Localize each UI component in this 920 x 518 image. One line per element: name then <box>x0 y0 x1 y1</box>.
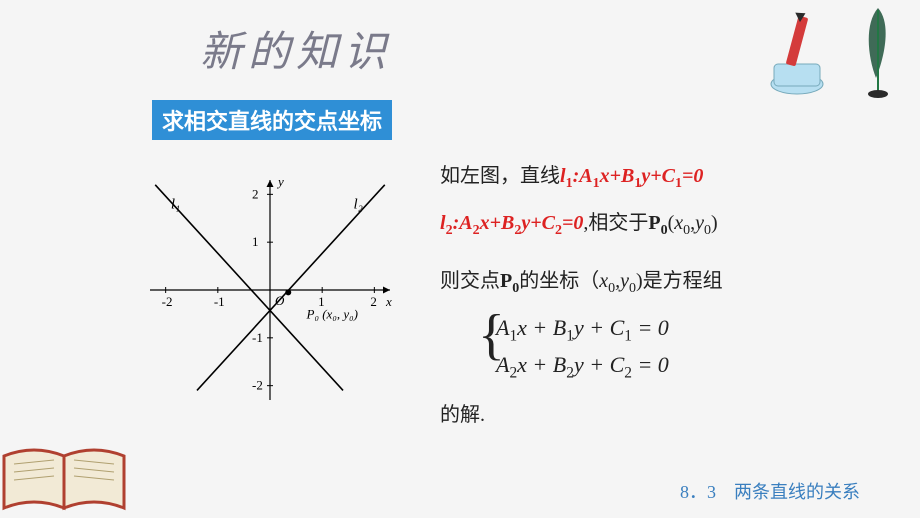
svg-text:P₀ (x₀, y₀): P₀ (x₀, y₀) <box>306 307 358 322</box>
line1-prefix: 如左图，直线 <box>440 165 560 187</box>
line3-prefix: 则交点P0的坐标（ <box>440 270 599 292</box>
system-eq1: A1x + B1y + C1 = 0 <box>496 311 870 348</box>
line1: 如左图，直线l1:A1x+B1y+C1=0 <box>440 155 870 198</box>
content-body: 如左图，直线l1:A1x+B1y+C1=0 l2:A2x+B2y+C2=0,相交… <box>440 155 870 436</box>
line2-suffix: ,相交于P0(x0,y0) <box>583 212 717 234</box>
feather-quill-icon <box>850 4 906 100</box>
line3-suffix: )是方程组 <box>636 270 723 292</box>
equation-system: { A1x + B1y + C1 = 0 A2x + B2y + C2 = 0 <box>496 311 870 384</box>
svg-text:1: 1 <box>252 234 259 249</box>
system-eq2: A2x + B2y + C2 = 0 <box>496 348 870 385</box>
svg-text:y: y <box>276 174 284 189</box>
svg-text:-1: -1 <box>214 294 225 309</box>
eq-l2: l2:A2x+B2y+C2=0 <box>440 212 583 234</box>
svg-text:x: x <box>385 294 392 309</box>
intersection-chart: -2-112-2-112Oxyl₁l₂P₀ (x₀, y₀) <box>140 170 400 410</box>
svg-text:l₁: l₁ <box>171 197 180 213</box>
slide-footer: 8．3 两条直线的关系 <box>680 478 860 504</box>
line2: l2:A2x+B2y+C2=0,相交于P0(x0,y0) <box>440 202 870 245</box>
svg-text:-2: -2 <box>252 378 263 393</box>
pen-holder-icon <box>762 8 832 98</box>
svg-text:l₂: l₂ <box>353 197 362 213</box>
slide-heading: 新的知识 <box>200 18 392 79</box>
svg-text:2: 2 <box>370 294 377 309</box>
slide-subheading: 求相交直线的交点坐标 <box>152 100 392 140</box>
line3-coords: x0,y0 <box>599 270 636 292</box>
brace-icon: { <box>478 307 505 363</box>
open-book-icon <box>0 438 130 518</box>
closing-text: 的解. <box>440 394 870 436</box>
svg-text:-1: -1 <box>252 330 263 345</box>
line3: 则交点P0的坐标（x0,y0)是方程组 <box>440 260 870 303</box>
svg-text:2: 2 <box>252 186 259 201</box>
svg-text:-2: -2 <box>162 294 173 309</box>
eq-l1: l1:A1x+B1y+C1=0 <box>560 165 703 187</box>
